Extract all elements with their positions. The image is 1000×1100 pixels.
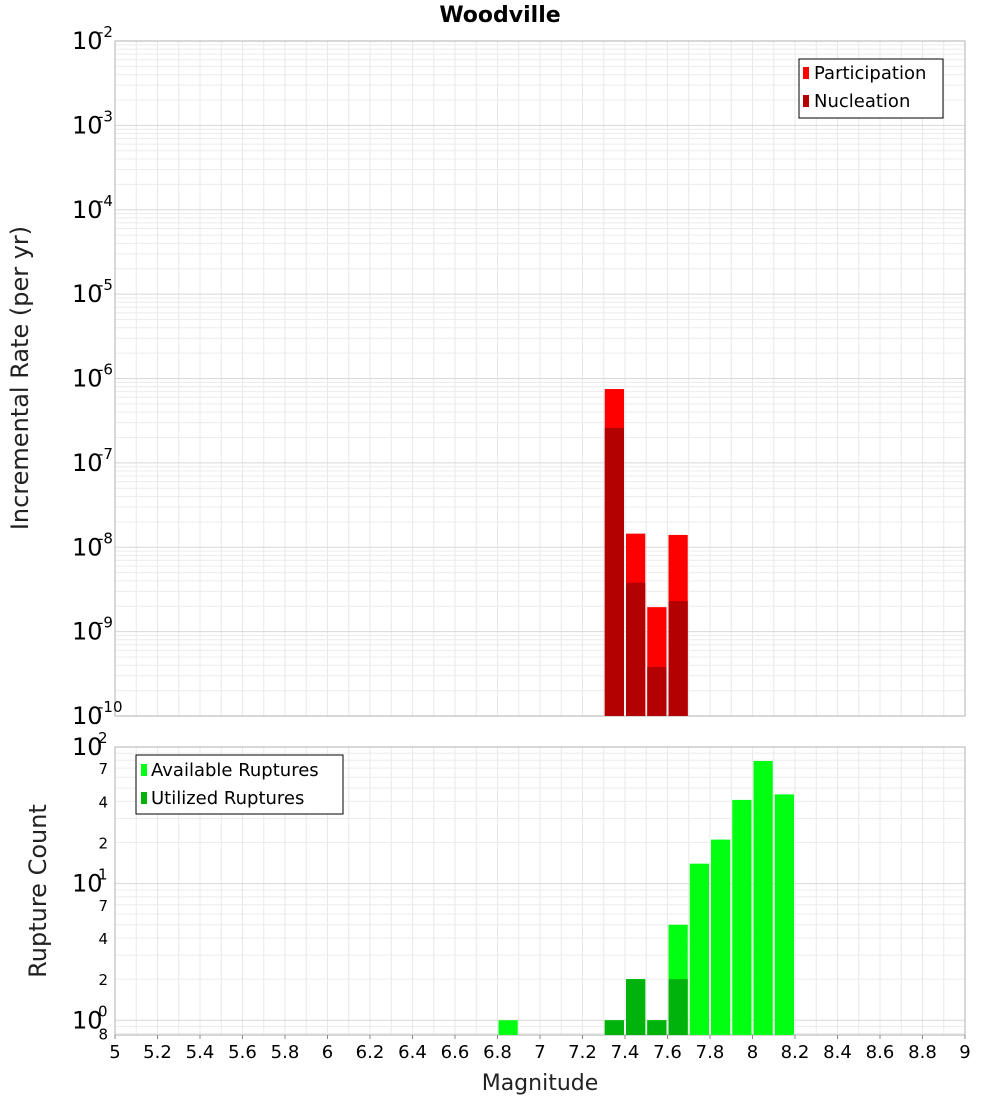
bar-nucleation-7.65: [668, 601, 688, 716]
top-plot-frame: [114, 40, 966, 717]
top-y-axis-ticks: 10-210-310-410-510-610-710-810-910-10: [72, 23, 123, 730]
top-y-tick-exponent: -9: [98, 614, 113, 632]
x-tick-label: 8.6: [866, 1042, 895, 1063]
chart-title: Woodville: [439, 3, 560, 28]
x-tick-label: 7.2: [568, 1042, 597, 1063]
bottom-y-minor-tick-label: 2: [98, 971, 108, 989]
x-tick-label: 5.2: [143, 1042, 172, 1063]
top-y-tick-exponent: -3: [98, 107, 113, 125]
x-tick-label: 6.2: [356, 1042, 385, 1063]
legend-participation-swatch: [803, 67, 809, 79]
x-tick-label: 5.4: [186, 1042, 215, 1063]
x-tick-label: 6.8: [483, 1042, 512, 1063]
bar-available-ruptures-8.15: [774, 794, 794, 1035]
bottom-y-tick-label: 10: [72, 733, 103, 761]
bar-available-ruptures-6.85: [498, 1020, 518, 1035]
x-tick-label: 7.6: [653, 1042, 682, 1063]
top-y-tick-label: 10: [72, 196, 103, 224]
top-y-tick-label: 10: [72, 702, 103, 730]
legend-utilized-label: Utilized Ruptures: [151, 788, 304, 809]
bar-utilized-ruptures-7.45: [626, 979, 646, 1035]
bottom-y-minor-tick-label: 7: [98, 760, 108, 778]
x-tick-label: 6.6: [441, 1042, 470, 1063]
bottom-y-minor-tick-label: 8: [98, 1025, 108, 1043]
bottom-y-minor-tick-label: 2: [98, 834, 108, 852]
bottom-y-minor-tick-label: 7: [98, 897, 108, 915]
top-y-axis-label: Incremental Rate (per yr): [6, 226, 34, 530]
top-y-tick-label: 10: [72, 618, 103, 646]
top-y-tick-exponent: -7: [98, 445, 113, 463]
bottom-y-tick-label: 10: [72, 870, 103, 898]
bar-utilized-ruptures-7.35: [604, 1020, 624, 1035]
top-y-tick-exponent: -5: [98, 276, 113, 294]
top-y-tick-exponent: -8: [98, 529, 113, 547]
bar-nucleation-7.35: [604, 427, 624, 716]
top-bars: [604, 389, 688, 716]
bar-available-ruptures-8.05: [753, 760, 773, 1035]
legend-available-label: Available Ruptures: [151, 760, 319, 781]
x-tick-label: 6: [322, 1042, 333, 1063]
x-axis-label: Magnitude: [482, 1071, 599, 1096]
legend-utilized-swatch: [141, 792, 147, 804]
x-axis-ticks: 5 5.2 5.4 5.6 5.8 6 6.2 6.4 6.6 6.8 7 7.2 7.4 7.6 7.8 8…: [109, 1035, 971, 1063]
bottom-y-minor-tick-label: 4: [98, 793, 108, 811]
bottom-legend-box: [135, 754, 344, 815]
x-tick-label: 8.4: [823, 1042, 852, 1063]
top-y-tick-exponent: -6: [98, 361, 113, 379]
x-tick-label: 7.4: [611, 1042, 640, 1063]
x-tick-label: 5.8: [271, 1042, 300, 1063]
x-tick-label: 8: [747, 1042, 758, 1063]
bar-nucleation-7.45: [626, 582, 646, 716]
bottom-y-axis-label: Rupture Count: [24, 804, 52, 978]
top-y-tick-exponent: -4: [98, 192, 113, 210]
top-y-tick-label: 10: [72, 365, 103, 393]
top-y-tick-label: 10: [72, 111, 103, 139]
bar-available-ruptures-7.75: [689, 863, 709, 1035]
x-tick-label: 6.4: [398, 1042, 427, 1063]
x-tick-label: 5.6: [228, 1042, 257, 1063]
bar-nucleation-7.55: [647, 667, 667, 716]
top-y-tick-exponent: -10: [98, 698, 123, 716]
top-y-tick-label: 10: [72, 280, 103, 308]
x-tick-label: 5: [109, 1042, 120, 1063]
top-y-tick-exponent: -2: [98, 23, 113, 41]
legend-available-swatch: [141, 764, 147, 776]
bar-available-ruptures-7.85: [711, 839, 731, 1035]
top-y-tick-label: 10: [72, 449, 103, 477]
bottom-bars: [498, 760, 794, 1035]
bottom-y-tick-exponent: 0: [98, 1002, 108, 1020]
legend-nucleation-swatch: [803, 95, 809, 107]
bottom-legend: Available Ruptures Utilized Ruptures: [135, 754, 344, 815]
x-tick-label: 7.8: [696, 1042, 725, 1063]
top-grid: [114, 41, 966, 717]
x-tick-label: 7: [534, 1042, 545, 1063]
bar-utilized-ruptures-7.55: [647, 1020, 667, 1035]
x-tick-label: 8.8: [908, 1042, 937, 1063]
bottom-y-tick-exponent: 1: [98, 866, 108, 884]
bottom-y-tick-label: 10: [72, 1006, 103, 1034]
x-tick-label: 8.2: [781, 1042, 810, 1063]
top-legend-box: [798, 58, 944, 119]
bottom-y-minor-tick-label: 4: [98, 930, 108, 948]
top-legend: Participation Nucleation: [798, 58, 944, 119]
bottom-y-tick-exponent: 2: [98, 729, 108, 747]
bar-utilized-ruptures-7.65: [668, 979, 688, 1035]
bar-available-ruptures-7.95: [732, 799, 752, 1035]
legend-participation-label: Participation: [814, 63, 926, 84]
top-y-tick-label: 10: [72, 533, 103, 561]
x-tick-label: 9: [959, 1042, 970, 1063]
legend-nucleation-label: Nucleation: [814, 91, 910, 112]
top-y-tick-label: 10: [72, 27, 103, 55]
